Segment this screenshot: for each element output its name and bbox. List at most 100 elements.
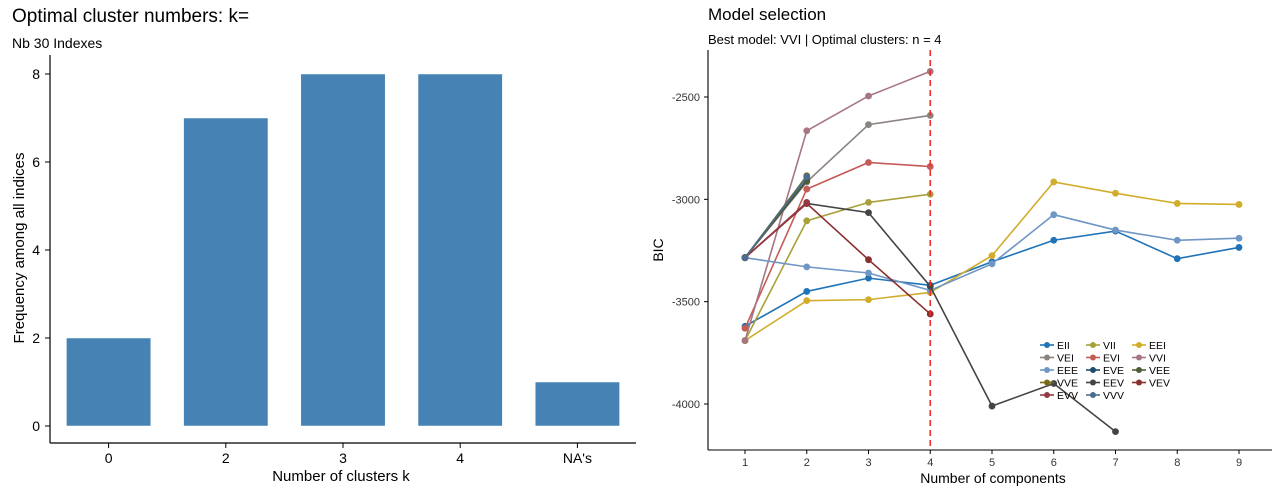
series-line-EII xyxy=(744,230,1240,327)
legend-label-VVV: VVV xyxy=(1103,390,1124,402)
series-point-EII xyxy=(1050,236,1058,244)
left-chart-subtitle: Nb 30 Indexes xyxy=(12,35,102,51)
right-x-tick-label: 2 xyxy=(804,457,810,469)
right-x-tick-label: 1 xyxy=(742,457,748,469)
legend-marker-EEI xyxy=(1136,342,1142,348)
right-chart-xlabel: Number of components xyxy=(920,470,1066,486)
legend-marker-EVE xyxy=(1090,367,1096,373)
series-point-VEI xyxy=(865,121,872,129)
legend-label-EEE: EEE xyxy=(1057,365,1078,377)
bar-2 xyxy=(183,117,269,427)
series-line-VII xyxy=(744,193,931,341)
series-line-EVI xyxy=(744,161,931,329)
series-point-EEI xyxy=(1235,201,1243,208)
bar-0 xyxy=(66,337,152,427)
left-chart-ylabel: Frequency among all indices xyxy=(11,153,28,344)
legend-marker-EEV xyxy=(1090,379,1096,386)
series-line-VEI xyxy=(744,114,931,259)
left-chart-xlabel: Number of clusters k xyxy=(272,468,410,485)
series-point-EVI xyxy=(926,163,934,170)
series-point-EEE xyxy=(1235,234,1243,242)
series-point-VVI xyxy=(803,127,811,135)
series-point-EEE xyxy=(988,260,996,268)
legend-marker-EVV xyxy=(1044,392,1050,398)
left-y-tick-label: 0 xyxy=(32,418,40,434)
series-point-EEI xyxy=(1050,178,1058,186)
right-x-tick-label: 4 xyxy=(927,457,933,469)
legend-marker-VII xyxy=(1090,342,1096,348)
legend-marker-VEV xyxy=(1136,379,1142,386)
right-x-tick-label: 3 xyxy=(865,457,871,469)
series-line-VVI xyxy=(744,70,931,341)
legend-label-VVE: VVE xyxy=(1057,378,1078,390)
left-y-tick-label: 4 xyxy=(32,242,40,258)
legend-marker-VEI xyxy=(1044,354,1050,361)
series-point-VII xyxy=(803,217,811,225)
left-y-tick-label: 8 xyxy=(32,66,40,82)
left-x-tick-label: 0 xyxy=(105,450,113,466)
right-x-tick-label: 5 xyxy=(989,457,995,469)
left-plot-area: 0 2 4 6 8 0 2 3 4 NA's xyxy=(32,55,636,466)
series-point-VVI xyxy=(865,92,872,100)
right-y-tick-label: -4000 xyxy=(672,399,700,411)
series-point-EVV xyxy=(803,199,811,206)
left-x-tick-label: 4 xyxy=(456,450,464,466)
series-point-EVI xyxy=(865,159,872,166)
legend-marker-VVV xyxy=(1090,392,1096,398)
right-chart-ylabel: BIC xyxy=(650,238,666,261)
legend-label-EVV: EVV xyxy=(1057,390,1078,402)
series-point-EEV xyxy=(988,402,996,410)
right-y-tick-label: -3500 xyxy=(672,297,700,309)
series-line-EVV xyxy=(744,201,808,259)
series-point-VVI xyxy=(741,337,749,344)
right-y-tick-label: -3000 xyxy=(672,194,700,206)
series-point-EEI xyxy=(803,297,811,305)
bar-NA's xyxy=(534,381,620,427)
legend-label-EVE: EVE xyxy=(1103,365,1124,377)
series-point-EEE xyxy=(865,269,872,277)
series-point-VII xyxy=(865,199,872,206)
right-x-tick-label: 9 xyxy=(1236,457,1242,469)
series-point-EII xyxy=(1235,244,1243,251)
series-point-EII xyxy=(865,274,872,282)
right-x-tick-label: 6 xyxy=(1051,457,1057,469)
left-y-tick-label: 6 xyxy=(32,154,40,170)
series-point-EEE xyxy=(1050,211,1058,219)
legend-label-EEV: EEV xyxy=(1103,378,1124,390)
right-x-tick-label: 8 xyxy=(1174,457,1180,469)
series-point-EEI xyxy=(988,252,996,260)
series-point-EEI xyxy=(1112,189,1119,197)
legend-label-EII: EII xyxy=(1057,340,1070,352)
right-x-tick-label: 7 xyxy=(1112,457,1118,469)
series-point-VVV xyxy=(741,254,749,262)
legend-label-EVI: EVI xyxy=(1103,353,1120,365)
series-point-EVI xyxy=(741,324,749,332)
legend-label-VVI: VVI xyxy=(1149,353,1166,365)
legend-marker-EII xyxy=(1044,342,1050,348)
series-point-EVI xyxy=(803,185,811,193)
series-point-EEI xyxy=(1173,200,1181,207)
legend-label-EEI: EEI xyxy=(1149,340,1166,352)
legend-label-VEV: VEV xyxy=(1149,378,1170,390)
legend-label-VEI: VEI xyxy=(1057,353,1074,365)
series-point-EII xyxy=(1173,255,1181,263)
legend-marker-VVI xyxy=(1136,354,1142,361)
series-point-EEE xyxy=(1173,236,1181,244)
series-point-VEV xyxy=(865,256,872,264)
left-x-tick-label: NA's xyxy=(563,450,592,466)
right-chart-title: Model selection xyxy=(708,5,826,24)
series-point-EEE xyxy=(803,263,811,271)
legend-label-VII: VII xyxy=(1103,340,1116,352)
series-point-EII xyxy=(803,288,811,295)
left-x-tick-label: 2 xyxy=(222,450,230,466)
series-point-EEE xyxy=(1112,226,1119,234)
series-point-VVV xyxy=(803,173,811,181)
series-point-EEV xyxy=(1112,428,1119,436)
series-line-VVV xyxy=(744,176,808,259)
legend-label-VEE: VEE xyxy=(1149,365,1170,377)
series-point-EEV xyxy=(865,209,872,217)
right-chart-subtitle: Best model: VVI | Optimal clusters: n = … xyxy=(708,32,942,47)
legend-marker-EEE xyxy=(1044,367,1050,373)
legend-marker-VVE xyxy=(1044,379,1050,386)
